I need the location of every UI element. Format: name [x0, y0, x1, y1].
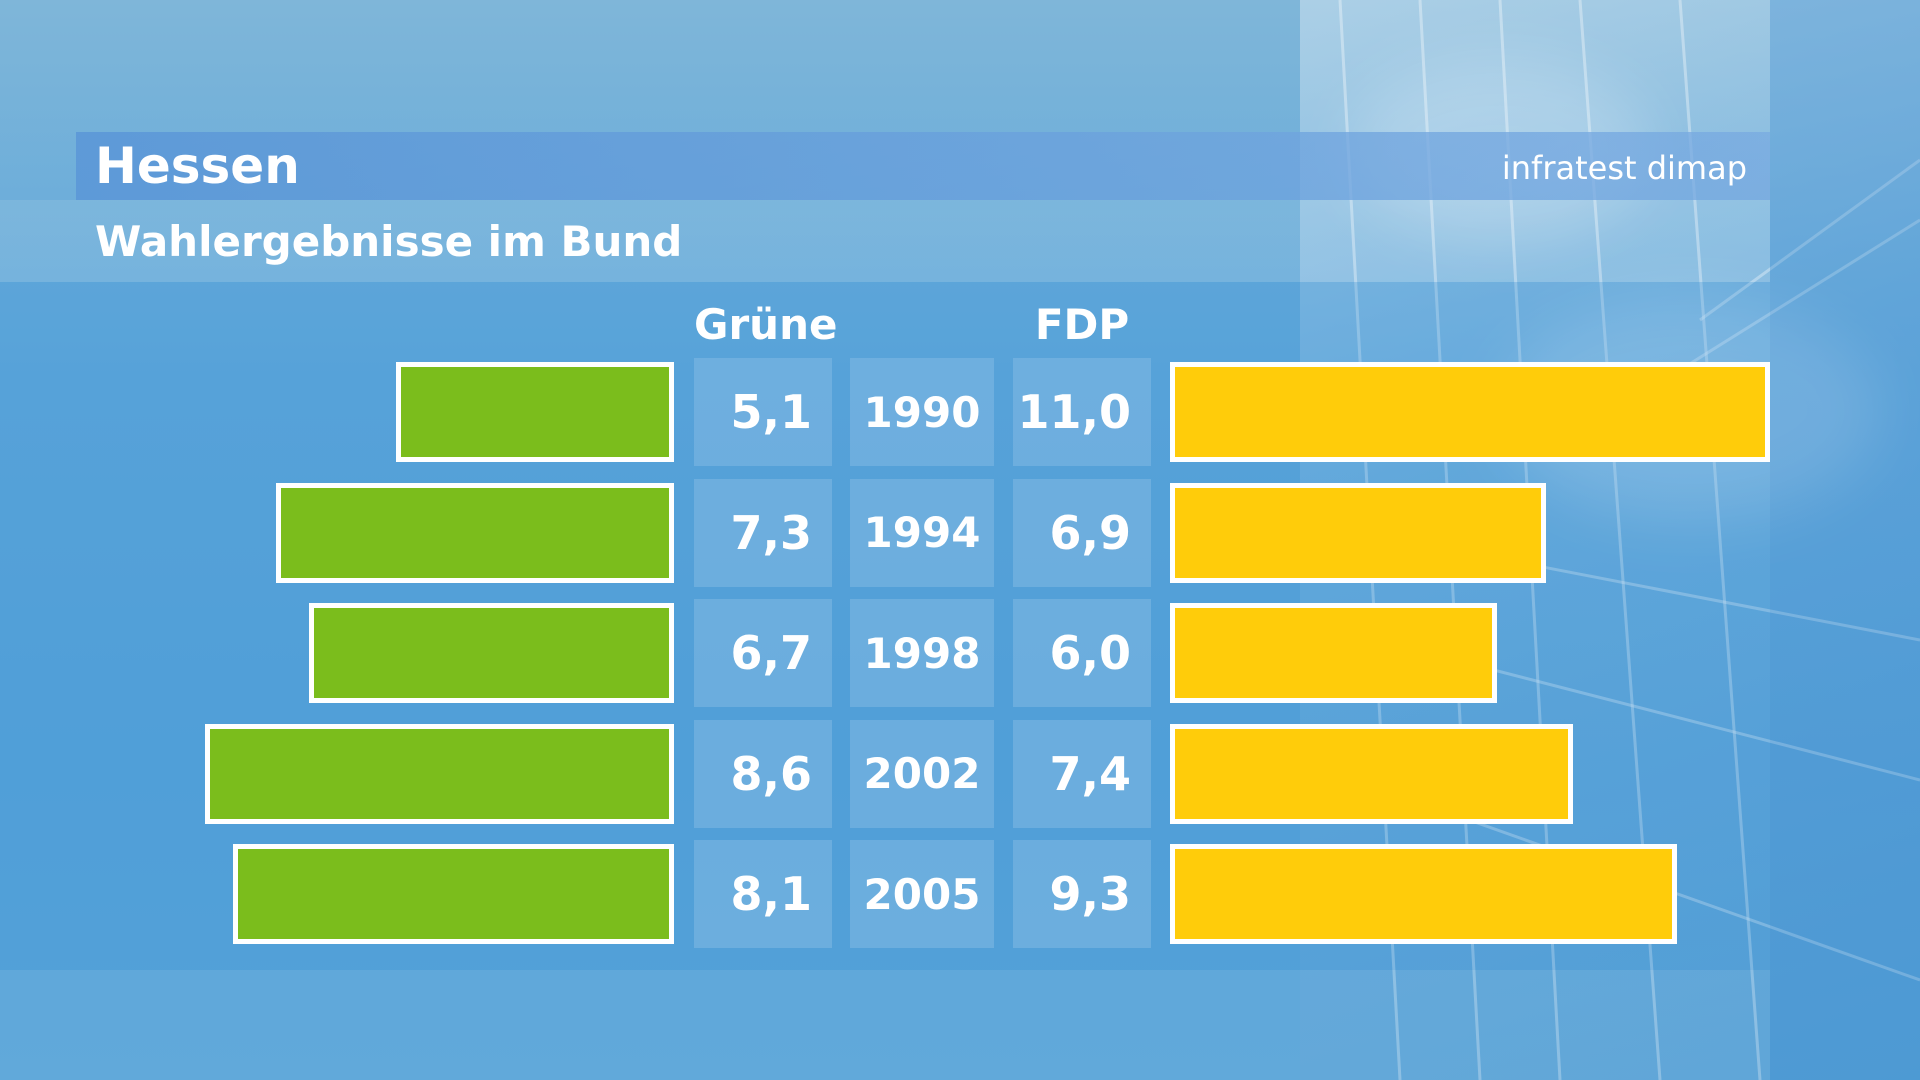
value-gruene: 8,6 — [694, 719, 832, 828]
year-label: 1998 — [850, 599, 994, 707]
bar-fdp — [1170, 362, 1770, 462]
bar-gruene — [205, 723, 674, 824]
value-fdp: 6,0 — [1013, 599, 1151, 707]
brand-logo-text: infratest dimap — [1501, 149, 1747, 187]
year-label: 1990 — [850, 358, 994, 466]
value-fdp: 6,9 — [1013, 478, 1151, 587]
value-fdp: 11,0 — [1013, 358, 1151, 466]
bar-gruene — [232, 844, 674, 944]
year-label: 1994 — [850, 478, 994, 587]
page-title: Hessen — [95, 137, 300, 195]
value-gruene: 7,3 — [694, 478, 832, 587]
year-label: 2002 — [850, 719, 994, 828]
year-label: 2005 — [850, 840, 994, 948]
bar-gruene — [308, 603, 674, 703]
bar-fdp — [1170, 603, 1497, 703]
value-fdp: 7,4 — [1013, 719, 1151, 828]
value-fdp: 9,3 — [1013, 840, 1151, 948]
chart-subtitle: Wahlergebnisse im Bund — [95, 217, 683, 266]
right-strip — [1770, 0, 1920, 1080]
header-bar — [76, 132, 1770, 200]
value-gruene: 5,1 — [694, 358, 832, 466]
value-gruene: 8,1 — [694, 840, 832, 948]
bar-fdp — [1170, 482, 1547, 583]
value-gruene: 6,7 — [694, 599, 832, 707]
legend-gruene: Grüne — [694, 300, 838, 349]
legend-fdp: FDP — [1034, 300, 1130, 349]
bar-gruene — [276, 482, 674, 583]
subtitle-band — [0, 200, 1770, 282]
bar-gruene — [396, 362, 674, 462]
bar-fdp — [1170, 723, 1574, 824]
bar-fdp — [1170, 844, 1677, 944]
bottom-band — [0, 970, 1770, 1080]
